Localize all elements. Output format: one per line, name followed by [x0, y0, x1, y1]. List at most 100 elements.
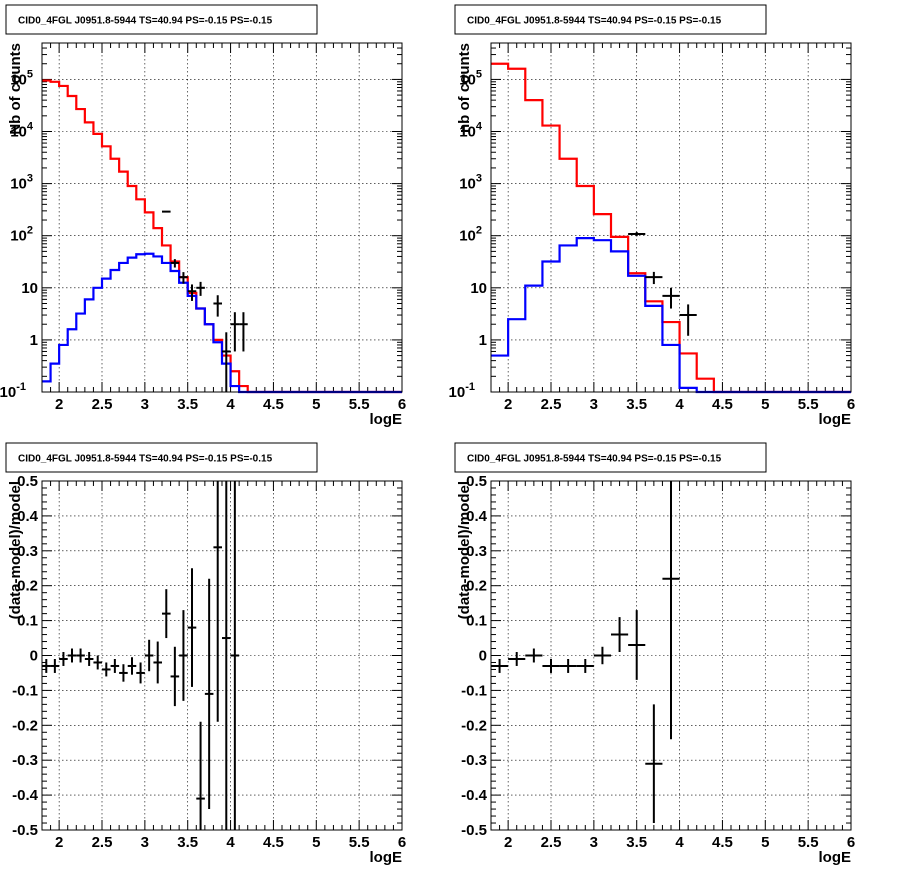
- y-tick-exponent: -1: [465, 381, 475, 393]
- y-axis-title: nb of counts: [456, 43, 473, 133]
- chart-panel-4: 2 2.5 3 3.5 4 4.5 5 5.5 6 -0.5 -0.4 -0.3 -0.2 -0.1 0 0.…: [454, 442, 855, 866]
- y-tick-label: 103: [459, 173, 482, 193]
- title-box: [454, 442, 767, 473]
- residual-point: [196, 721, 205, 830]
- residual-point: [50, 658, 60, 673]
- data-point: [179, 272, 188, 284]
- x-tick-label: 5: [761, 834, 769, 851]
- grid-lines: [42, 481, 403, 830]
- grid-lines: [491, 43, 852, 392]
- y-tick-base: 10: [10, 124, 27, 141]
- residual-point: [187, 568, 197, 687]
- y-tick-exponent: 3: [476, 173, 482, 185]
- y-tick-label: 10: [470, 280, 487, 297]
- x-axis-title: logE: [370, 411, 403, 428]
- x-tick-label: 2: [55, 834, 63, 851]
- x-tick-label: 5.5: [798, 834, 819, 851]
- residual-point: [127, 657, 137, 675]
- y-tick-base: 10: [459, 124, 476, 141]
- x-tick-label: 3: [141, 834, 149, 851]
- y-axis-title: (data-model)/model: [456, 481, 473, 619]
- y-tick-label: 1: [479, 332, 487, 349]
- residual-point: [628, 610, 646, 680]
- y-tick-label: 105: [459, 68, 482, 88]
- y-tick-label: 1: [30, 332, 38, 349]
- residual-point: [119, 664, 128, 682]
- residual-point: [76, 648, 85, 663]
- y-tick-exponent: 3: [27, 173, 33, 185]
- data-point: [230, 312, 240, 352]
- residual-point: [136, 662, 145, 684]
- x-axis-title: logE: [819, 849, 852, 866]
- y-tick-exponent: 2: [476, 225, 482, 237]
- data-point: [213, 295, 222, 317]
- x-tick-label: 2: [504, 396, 512, 413]
- residual-point: [102, 662, 111, 677]
- residual-point: [508, 652, 526, 666]
- y-tick-label: -0.2: [12, 717, 38, 734]
- y-tick-label: -0.4: [12, 787, 39, 804]
- x-tick-label: 3.5: [626, 396, 647, 413]
- x-tick-label: 6: [398, 396, 406, 413]
- residual-point: [525, 648, 543, 663]
- y-tick-label: -0.2: [461, 717, 487, 734]
- residual-point: [542, 658, 560, 673]
- x-tick-label: 4: [675, 834, 684, 851]
- x-tick-label: 6: [398, 834, 406, 851]
- y-tick-base: 10: [459, 228, 476, 245]
- series-line-source-model: [42, 252, 402, 394]
- y-tick-base: 10: [10, 71, 27, 88]
- y-tick-exponent: 4: [27, 121, 34, 133]
- y-tick-label: 105: [10, 68, 33, 88]
- x-tick-label: 2.5: [541, 834, 562, 851]
- residual-point: [59, 652, 68, 666]
- y-tick-label: 104: [459, 121, 483, 141]
- residual-point: [593, 646, 611, 665]
- x-tick-label: 6: [847, 834, 855, 851]
- x-tick-label: 2: [504, 834, 512, 851]
- y-tick-label: 0.3: [466, 543, 487, 560]
- data-point: [628, 231, 646, 237]
- residual-point: [67, 648, 77, 663]
- data-point: [662, 287, 680, 309]
- data-point: [196, 281, 205, 296]
- y-tick-exponent: 2: [27, 225, 33, 237]
- residual-point: [144, 639, 154, 672]
- y-tick-label: 103: [10, 173, 33, 193]
- chart-title: CID0_4FGL J0951.8-5944 TS=40.94 PS=-0.15…: [467, 16, 722, 27]
- y-tick-label: 10-1: [0, 381, 26, 401]
- y-tick-label: 0.2: [17, 578, 38, 595]
- y-tick-base: 10: [0, 384, 16, 401]
- x-tick-label: 4.5: [263, 834, 284, 851]
- x-tick-label: 3: [590, 834, 598, 851]
- y-tick-label: -0.5: [461, 822, 487, 839]
- y-tick-base: 10: [10, 228, 27, 245]
- y-axis-title: Nb of counts: [7, 43, 24, 135]
- x-tick-label: 3: [141, 396, 149, 413]
- series-line-total-model: [491, 62, 851, 394]
- x-tick-label: 2: [55, 396, 63, 413]
- residual-point: [222, 481, 231, 830]
- x-tick-label: 3.5: [177, 834, 198, 851]
- y-tick-label: 104: [10, 121, 34, 141]
- y-tick-exponent: 4: [476, 121, 483, 133]
- residual-point: [204, 578, 214, 810]
- y-tick-label: 0.1: [17, 613, 38, 630]
- x-tick-label: 2.5: [541, 396, 562, 413]
- chart-title: CID0_4FGL J0951.8-5944 TS=40.94 PS=-0.15…: [467, 454, 722, 465]
- y-tick-base: 10: [449, 384, 466, 401]
- y-tick-label: 0.5: [17, 473, 38, 490]
- x-tick-label: 4: [675, 396, 684, 413]
- series-line-source-model: [491, 236, 851, 394]
- y-tick-label: -0.3: [461, 752, 487, 769]
- y-tick-label: -0.3: [12, 752, 38, 769]
- residual-point: [213, 481, 222, 722]
- x-tick-label: 4: [226, 834, 235, 851]
- residual-point: [170, 646, 180, 707]
- residual-point: [162, 589, 171, 639]
- y-tick-label: -0.4: [461, 787, 488, 804]
- residual-point: [93, 655, 102, 670]
- plot-frame: [490, 42, 852, 393]
- y-tick-label: 0: [30, 648, 38, 665]
